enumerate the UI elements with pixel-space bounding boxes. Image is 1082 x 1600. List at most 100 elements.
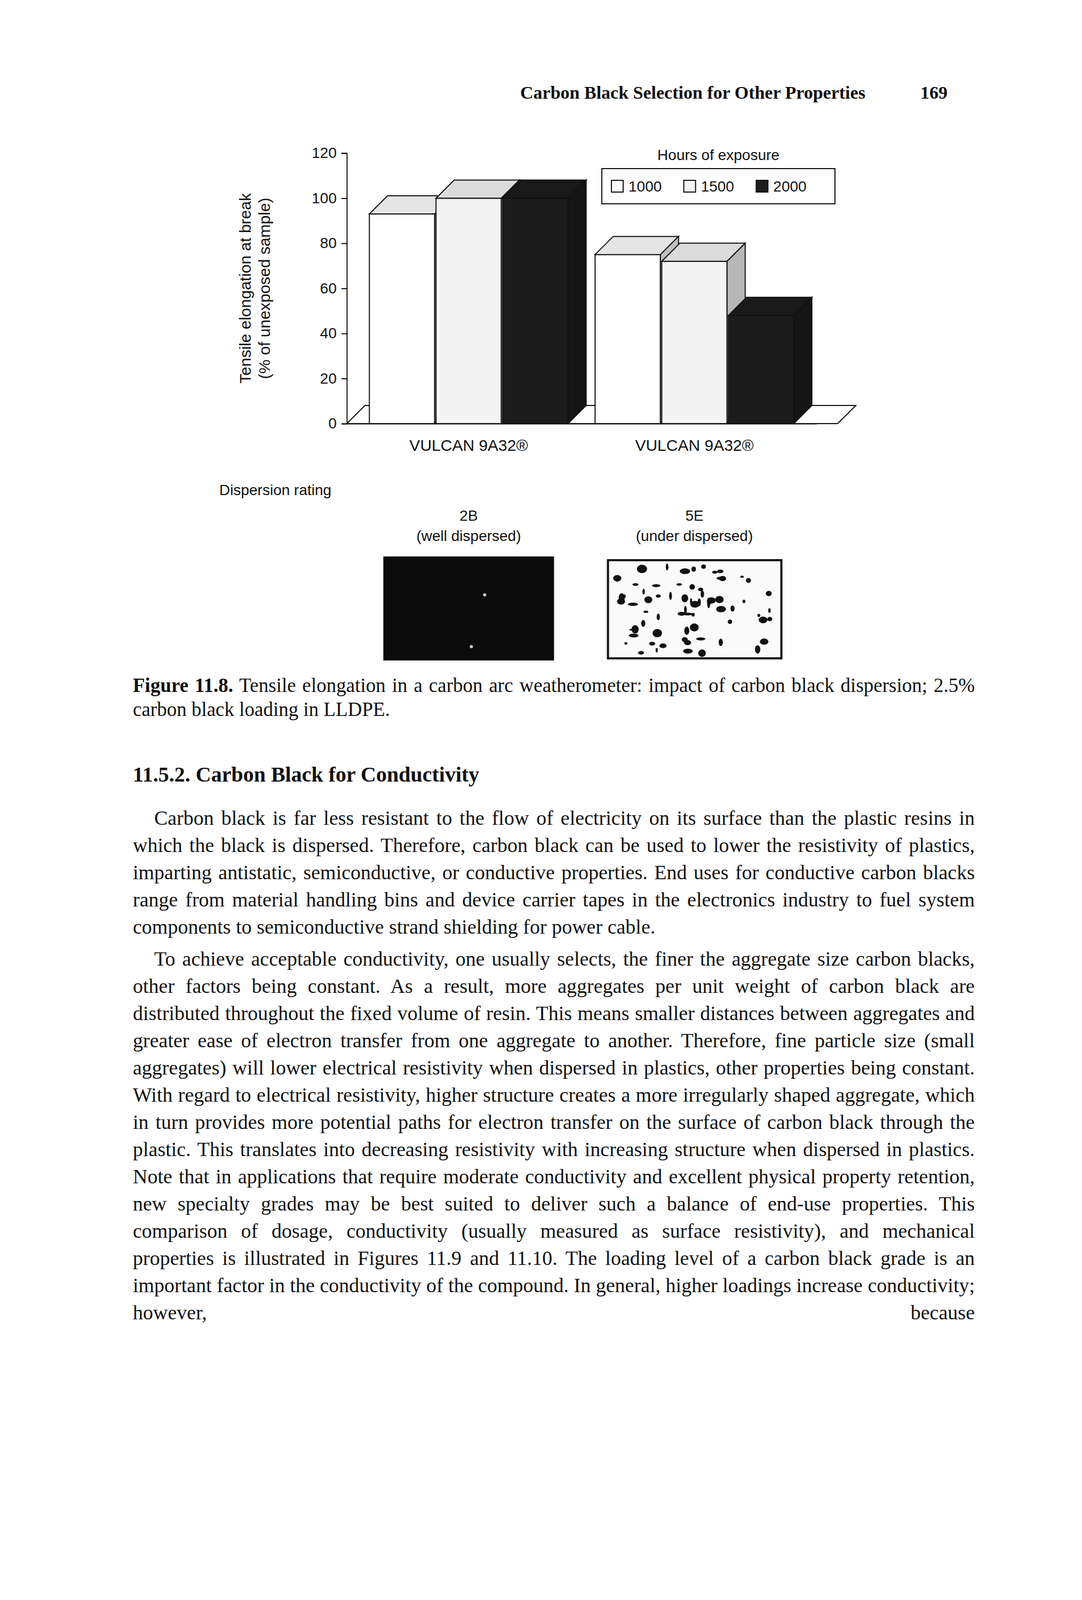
caption-label: Figure 11.8. xyxy=(132,674,234,697)
x-tick: VULCAN 9A32® xyxy=(634,423,754,455)
y-tick-label: 60 xyxy=(320,280,337,297)
micrograph-speck xyxy=(768,608,771,614)
micrograph-speck xyxy=(689,584,695,590)
micrograph-speck xyxy=(696,637,706,641)
micrograph-speck xyxy=(649,641,656,646)
micrograph-speck xyxy=(652,629,663,638)
dispersion-rating: 2B xyxy=(459,507,478,524)
y-tick-mark xyxy=(341,243,347,245)
micrograph-speck xyxy=(681,594,689,603)
micrograph-speck xyxy=(469,645,473,649)
micrograph-speck xyxy=(698,649,706,657)
y-tick: 20 xyxy=(320,370,347,387)
x-axis-line xyxy=(347,423,817,425)
bar xyxy=(435,198,501,425)
micrograph-speck xyxy=(637,565,648,574)
legend-label: 1000 xyxy=(628,178,662,195)
micrograph-speck xyxy=(643,610,649,614)
micrograph-speck xyxy=(618,593,625,602)
micrograph-speck xyxy=(632,583,639,586)
micrograph-speck xyxy=(684,626,690,635)
micrograph-speck xyxy=(740,575,744,578)
y-tick-mark xyxy=(341,423,347,425)
micrograph-speck xyxy=(716,576,725,580)
micrograph-speck xyxy=(717,569,724,574)
micrograph-speck xyxy=(627,602,639,606)
caption-text: Tensile elongation in a carbon arc weath… xyxy=(132,674,975,721)
micrograph-speck xyxy=(642,588,645,595)
section-heading: 11.5.2. Carbon Black for Conductivity xyxy=(132,761,480,787)
bars xyxy=(369,180,812,425)
micrograph-speck xyxy=(727,619,733,624)
dispersion-description: (well dispersed) xyxy=(416,527,521,545)
legend-label: 1500 xyxy=(701,178,735,195)
micrograph-speck xyxy=(613,575,622,582)
micrograph-speck xyxy=(758,616,768,624)
micrograph-speck xyxy=(669,591,672,600)
micrograph-speck xyxy=(641,619,646,627)
micrograph-speck xyxy=(691,613,695,617)
y-tick-label: 100 xyxy=(311,189,337,207)
micrograph-speck xyxy=(656,613,660,621)
micrograph-speck xyxy=(759,638,769,646)
micrograph-speck xyxy=(712,570,718,574)
dispersion-rating: 5E xyxy=(685,507,704,524)
y-tick-label: 40 xyxy=(320,324,337,342)
micrograph-speck xyxy=(730,605,735,612)
x-axis: VULCAN 9A32® VULCAN 9A32® xyxy=(347,423,817,455)
x-tick-label: VULCAN 9A32® xyxy=(409,436,528,455)
micrograph-speck xyxy=(644,596,653,604)
y-tick-mark xyxy=(341,288,347,290)
page-number: 169 xyxy=(920,82,948,103)
dispersion-label: Dispersion rating xyxy=(219,481,332,499)
legend-label: 2000 xyxy=(773,178,807,195)
micrograph-speck xyxy=(706,599,710,609)
micrograph-speck xyxy=(651,584,661,588)
micrograph-speck xyxy=(639,566,642,569)
micrograph-speck xyxy=(742,599,746,604)
bar xyxy=(728,315,794,424)
y-axis: 020406080100120 xyxy=(311,144,347,432)
micrograph-speck xyxy=(682,648,693,654)
micrograph-under-dispersed xyxy=(608,560,782,659)
x-tick-label: VULCAN 9A32® xyxy=(634,436,754,455)
y-tick: 40 xyxy=(320,324,347,342)
running-header: Carbon Black Selection for Other Propert… xyxy=(520,82,866,103)
legend-title: Hours of exposure xyxy=(657,146,780,164)
micrograph-speck xyxy=(624,642,627,646)
micrograph-speck xyxy=(754,645,761,654)
x-tick: VULCAN 9A32® xyxy=(409,423,528,455)
micrograph-speck xyxy=(757,614,761,618)
micrograph-speck xyxy=(701,564,706,569)
y-tick: 100 xyxy=(311,189,347,207)
micrograph-speck xyxy=(659,643,667,649)
y-tick: 80 xyxy=(320,234,347,252)
y-tick-label: 80 xyxy=(320,234,337,252)
micrograph-speck xyxy=(690,600,700,608)
y-tick-label: 20 xyxy=(320,370,337,387)
micrograph-speck xyxy=(655,594,661,598)
micrograph-speck xyxy=(718,638,723,647)
y-axis-title: Tensile elongation at break(% of unexpos… xyxy=(236,192,274,384)
bar xyxy=(502,198,568,425)
micrograph-speck xyxy=(682,612,692,616)
micrograph-speck xyxy=(638,650,644,655)
micrograph-speck xyxy=(631,625,639,634)
y-tick: 60 xyxy=(320,280,347,297)
micrograph-speck xyxy=(767,616,773,622)
y-tick-mark xyxy=(341,333,347,335)
micrograph-speck xyxy=(679,568,691,575)
micrograph-speck xyxy=(765,591,772,597)
y-tick-mark xyxy=(341,197,347,200)
y-axis-line xyxy=(341,153,348,425)
legend-swatch xyxy=(611,180,624,193)
micrograph-speck xyxy=(676,583,682,586)
bar xyxy=(369,213,435,424)
micrograph-speck xyxy=(715,606,727,613)
micrograph-speck xyxy=(691,566,696,572)
bar-side xyxy=(793,297,813,424)
paragraph: To achieve acceptable conductivity, one … xyxy=(132,945,975,1327)
figure-caption: Figure 11.8. Tensile elongation in a car… xyxy=(132,673,975,722)
micrograph-speck xyxy=(689,623,699,632)
micrograph-speck xyxy=(745,577,752,583)
